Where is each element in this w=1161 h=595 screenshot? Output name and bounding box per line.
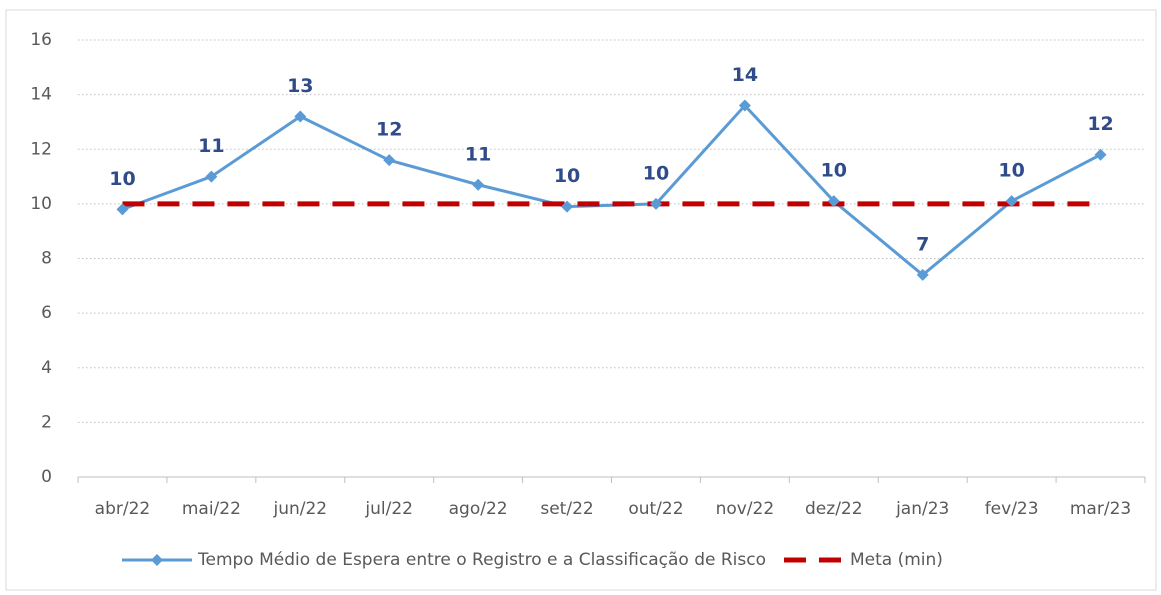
legend-label: Tempo Médio de Espera entre o Registro e…: [197, 550, 766, 570]
data-label: 10: [109, 168, 135, 190]
y-tick-label: 10: [30, 194, 52, 214]
data-label: 10: [554, 165, 580, 187]
data-point: [383, 154, 396, 167]
y-tick-label: 12: [30, 139, 52, 159]
data-point: [472, 178, 485, 191]
data-point: [1005, 195, 1018, 208]
data-point: [827, 195, 840, 208]
x-tick-label: dez/22: [805, 499, 863, 519]
data-point: [294, 110, 307, 123]
data-label: 7: [916, 233, 929, 255]
data-label: 10: [643, 162, 669, 184]
data-label: 12: [376, 119, 402, 141]
x-tick-label: fev/23: [985, 499, 1039, 519]
x-tick-label: mai/22: [182, 499, 241, 519]
data-label: 12: [1087, 113, 1113, 135]
data-label: 10: [821, 160, 847, 182]
data-label: 11: [198, 135, 224, 157]
x-tick-label: jul/22: [364, 499, 413, 519]
legend-label: Meta (min): [850, 550, 943, 570]
y-tick-label: 16: [30, 30, 52, 50]
y-tick-label: 2: [41, 412, 52, 432]
y-tick-label: 8: [41, 249, 52, 269]
x-tick-label: abr/22: [95, 499, 151, 519]
data-point: [916, 268, 929, 281]
y-tick-label: 6: [41, 303, 52, 323]
data-label: 13: [287, 75, 313, 97]
x-tick-label: jun/22: [272, 499, 327, 519]
legend-marker: [151, 554, 163, 566]
chart-border: [5, 9, 1157, 591]
x-tick-label: ago/22: [449, 499, 508, 519]
data-label: 14: [732, 64, 758, 86]
x-tick-label: jan/23: [895, 499, 949, 519]
data-point: [205, 170, 218, 183]
x-tick-label: set/22: [540, 499, 593, 519]
x-tick-label: out/22: [628, 499, 683, 519]
data-point: [1094, 148, 1107, 161]
x-tick-label: mar/23: [1070, 499, 1131, 519]
y-tick-label: 14: [30, 85, 52, 105]
y-tick-label: 4: [41, 358, 52, 378]
data-label: 10: [998, 160, 1024, 182]
data-point: [738, 99, 751, 112]
data-point: [649, 197, 662, 210]
x-tick-label: nov/22: [716, 499, 775, 519]
y-tick-label: 0: [41, 467, 52, 487]
data-point: [561, 200, 574, 213]
series-line: [121, 103, 1102, 277]
data-point: [116, 203, 129, 216]
data-label: 11: [465, 143, 491, 165]
